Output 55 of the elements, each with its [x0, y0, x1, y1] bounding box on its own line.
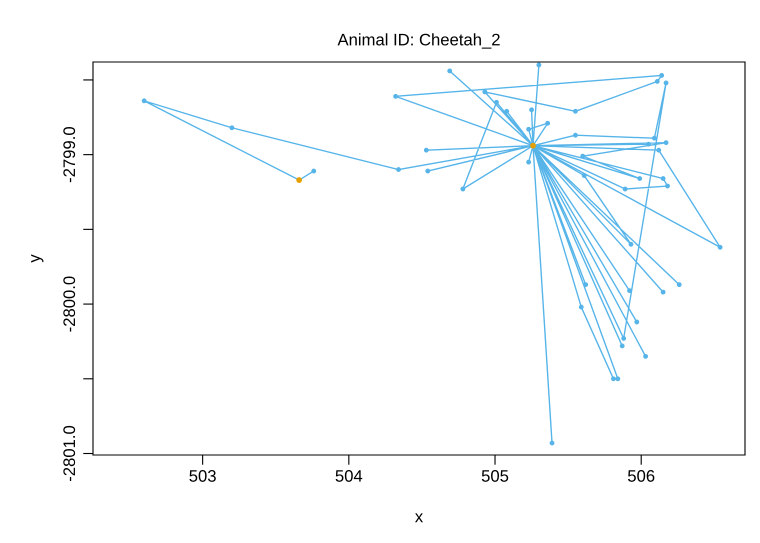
point — [536, 62, 542, 68]
chart-title: Animal ID: Cheetah_2 — [338, 33, 500, 49]
y-axis-title: y — [31, 254, 44, 263]
point — [526, 126, 532, 132]
point — [142, 98, 147, 104]
x-tick-label: 504 — [336, 470, 362, 482]
point — [425, 168, 430, 174]
point — [396, 167, 401, 172]
x-tick-label: 505 — [482, 470, 508, 482]
x-tick-label: 506 — [628, 470, 654, 482]
point — [646, 142, 651, 147]
point — [460, 186, 466, 192]
point — [572, 132, 578, 138]
point — [494, 100, 499, 105]
point — [659, 73, 664, 78]
point — [660, 176, 666, 181]
point — [627, 288, 632, 294]
point — [311, 168, 316, 174]
x-axis-title: x — [415, 513, 423, 522]
point — [621, 336, 626, 341]
point — [611, 376, 616, 382]
point — [526, 160, 532, 165]
point — [656, 148, 662, 153]
y-tick-label: -2801.0 — [63, 426, 76, 482]
point — [545, 120, 550, 126]
point — [572, 108, 578, 114]
point — [676, 282, 682, 288]
point — [664, 80, 668, 86]
point — [578, 304, 584, 310]
point — [424, 148, 429, 153]
point — [393, 94, 398, 99]
point — [615, 376, 620, 382]
point — [447, 68, 452, 74]
point — [643, 354, 648, 359]
point — [654, 78, 660, 84]
point — [482, 89, 488, 94]
x-tick-label: 503 — [189, 470, 216, 482]
point — [652, 136, 657, 141]
point — [529, 107, 534, 112]
point — [622, 186, 628, 192]
point — [718, 244, 723, 250]
point — [637, 176, 642, 181]
point — [583, 282, 588, 288]
point — [504, 108, 510, 114]
point — [660, 290, 666, 295]
point — [634, 320, 640, 324]
point — [229, 125, 234, 130]
y-tick-label: -2800.0 — [63, 276, 76, 332]
point — [665, 184, 670, 188]
point — [550, 440, 554, 446]
point — [620, 343, 625, 348]
y-tick-label: -2799.0 — [63, 127, 76, 182]
point — [582, 173, 587, 178]
point — [628, 242, 634, 247]
point — [664, 140, 668, 146]
